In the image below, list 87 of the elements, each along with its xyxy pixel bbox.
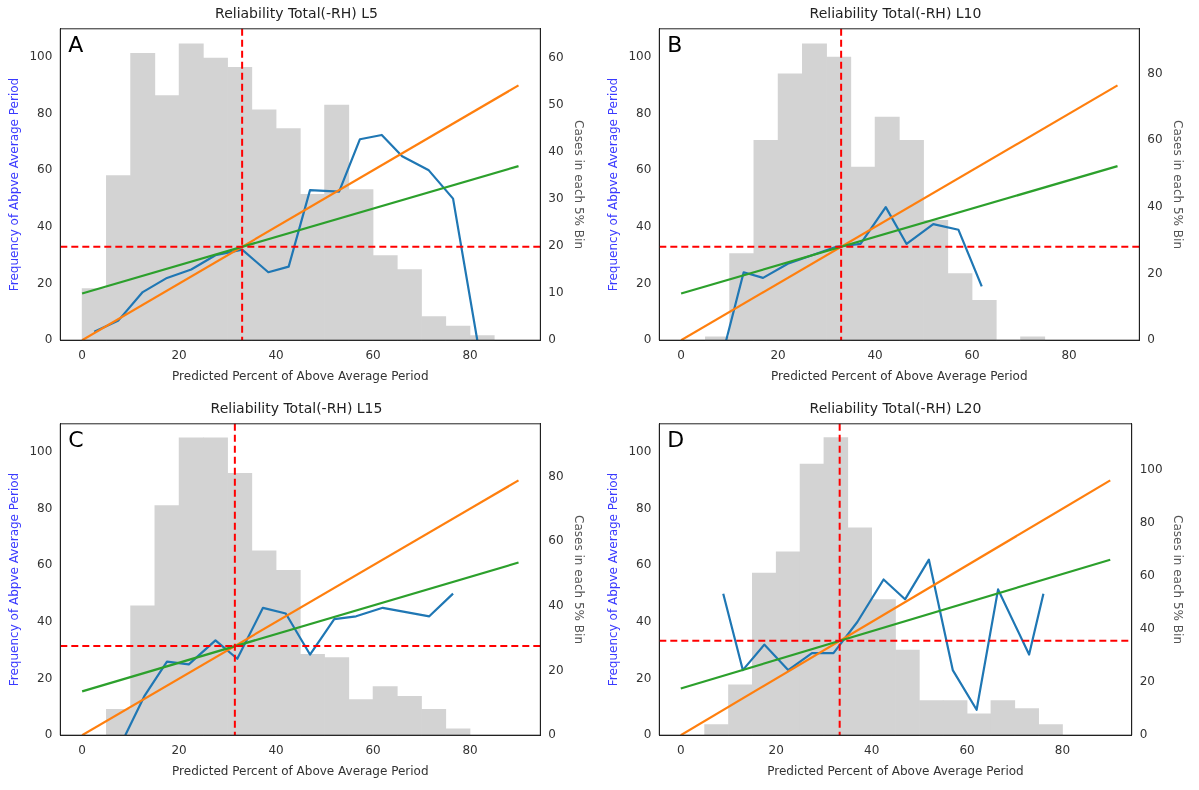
x-tick-label: 20 [171,742,187,757]
y-tick-label: 40 [636,614,652,629]
y-tick-label: 60 [636,557,652,572]
y2-axis-title: Cases in each 5% Bin [1170,515,1185,644]
y2-tick-label: 80 [1139,514,1155,529]
x-tick-label: 60 [365,742,381,757]
y2-tick-label: 60 [1147,132,1163,147]
chart-title: Reliability Total(-RH) L5 [215,5,378,22]
y-tick-label: 80 [37,105,53,120]
x-axis-title: Predicted Percent of Above Average Period [172,763,429,778]
y2-tick-label: 0 [548,332,556,347]
y2-tick-label: 60 [548,533,564,548]
y-tick-label: 0 [643,332,652,347]
x-tick-label: 80 [462,742,478,757]
y-tick-label: 80 [37,500,53,515]
y2-tick-label: 0 [1147,332,1155,347]
y-tick-label: 40 [37,614,53,629]
y2-tick-label: 80 [1147,65,1163,80]
y-tick-label: 20 [37,670,53,685]
x-tick-label: 80 [1054,742,1071,757]
y-tick-label: 100 [29,444,53,459]
y-tick-label: 40 [636,219,652,234]
y2-axis-title: Cases in each 5% Bin [1170,120,1185,249]
y-tick-label: 40 [37,219,53,234]
x-tick-label: 40 [268,742,284,757]
y2-tick-label: 100 [1139,461,1163,476]
x-tick-label: 20 [171,347,187,362]
annotation: D [667,426,685,452]
x-axis-title: Predicted Percent of Above Average Period [771,368,1028,383]
y2-tick-label: 60 [548,50,564,65]
y2-tick-label: 20 [548,662,564,677]
y-tick-label: 60 [37,162,53,177]
y2-axis-title: Cases in each 5% Bin [571,120,586,249]
y2-tick-label: 40 [548,144,564,159]
y2-tick-label: 20 [1147,265,1163,280]
y2-tick-label: 10 [548,285,564,300]
y-axis-title: Frequency of Abpve Average Period [606,77,621,292]
x-tick-label: 80 [1061,347,1077,362]
x-tick-label: 0 [676,742,685,757]
x-tick-label: 20 [770,347,786,362]
y-tick-label: 100 [29,49,53,64]
y-tick-label: 100 [628,49,652,64]
x-tick-label: 40 [864,742,880,757]
y-tick-label: 60 [636,162,652,177]
y2-tick-label: 20 [548,238,564,253]
y2-tick-label: 20 [1139,674,1155,689]
y2-tick-label: 0 [548,727,556,742]
x-tick-label: 0 [78,742,86,757]
annotation: C [68,426,84,452]
y2-tick-label: 40 [1147,199,1163,214]
x-tick-label: 80 [462,347,478,362]
x-tick-label: 60 [964,347,980,362]
y2-tick-label: 40 [1139,621,1155,636]
y-tick-label: 80 [636,500,652,515]
y-tick-label: 20 [636,275,652,290]
annotation: B [667,31,683,57]
x-axis-title: Predicted Percent of Above Average Period [172,368,429,383]
y2-tick-label: 0 [1139,727,1148,742]
y-tick-label: 100 [628,444,652,459]
y2-tick-label: 50 [548,97,564,112]
y-tick-label: 20 [636,670,652,685]
x-tick-label: 60 [365,347,381,362]
y2-tick-label: 40 [548,597,564,612]
x-tick-label: 40 [268,347,284,362]
annotation: A [68,31,84,57]
x-tick-label: 20 [768,742,784,757]
y-tick-label: 0 [44,727,53,742]
y-axis-title: Frequency of Abpve Average Period [7,472,22,687]
x-tick-label: 0 [677,347,685,362]
y2-tick-label: 60 [1139,567,1155,582]
chart-title: Reliability Total(-RH) L15 [210,400,383,417]
chart-title: Reliability Total(-RH) L20 [809,400,982,417]
y2-tick-label: 30 [548,191,564,206]
x-tick-label: 60 [959,742,975,757]
y-tick-label: 0 [44,332,53,347]
y-axis-title: Frequency of Abpve Average Period [606,472,621,687]
y-tick-label: 60 [37,557,53,572]
y-tick-label: 20 [37,275,53,290]
x-tick-label: 0 [78,347,86,362]
y-tick-label: 80 [636,105,652,120]
y-tick-label: 0 [643,727,652,742]
x-axis-title: Predicted Percent of Above Average Period [767,763,1024,778]
chart-title: Reliability Total(-RH) L10 [809,5,982,22]
y2-axis-title: Cases in each 5% Bin [571,515,586,644]
y-axis-title: Frequency of Abpve Average Period [7,77,22,292]
x-tick-label: 40 [867,347,883,362]
y2-tick-label: 80 [548,468,564,483]
